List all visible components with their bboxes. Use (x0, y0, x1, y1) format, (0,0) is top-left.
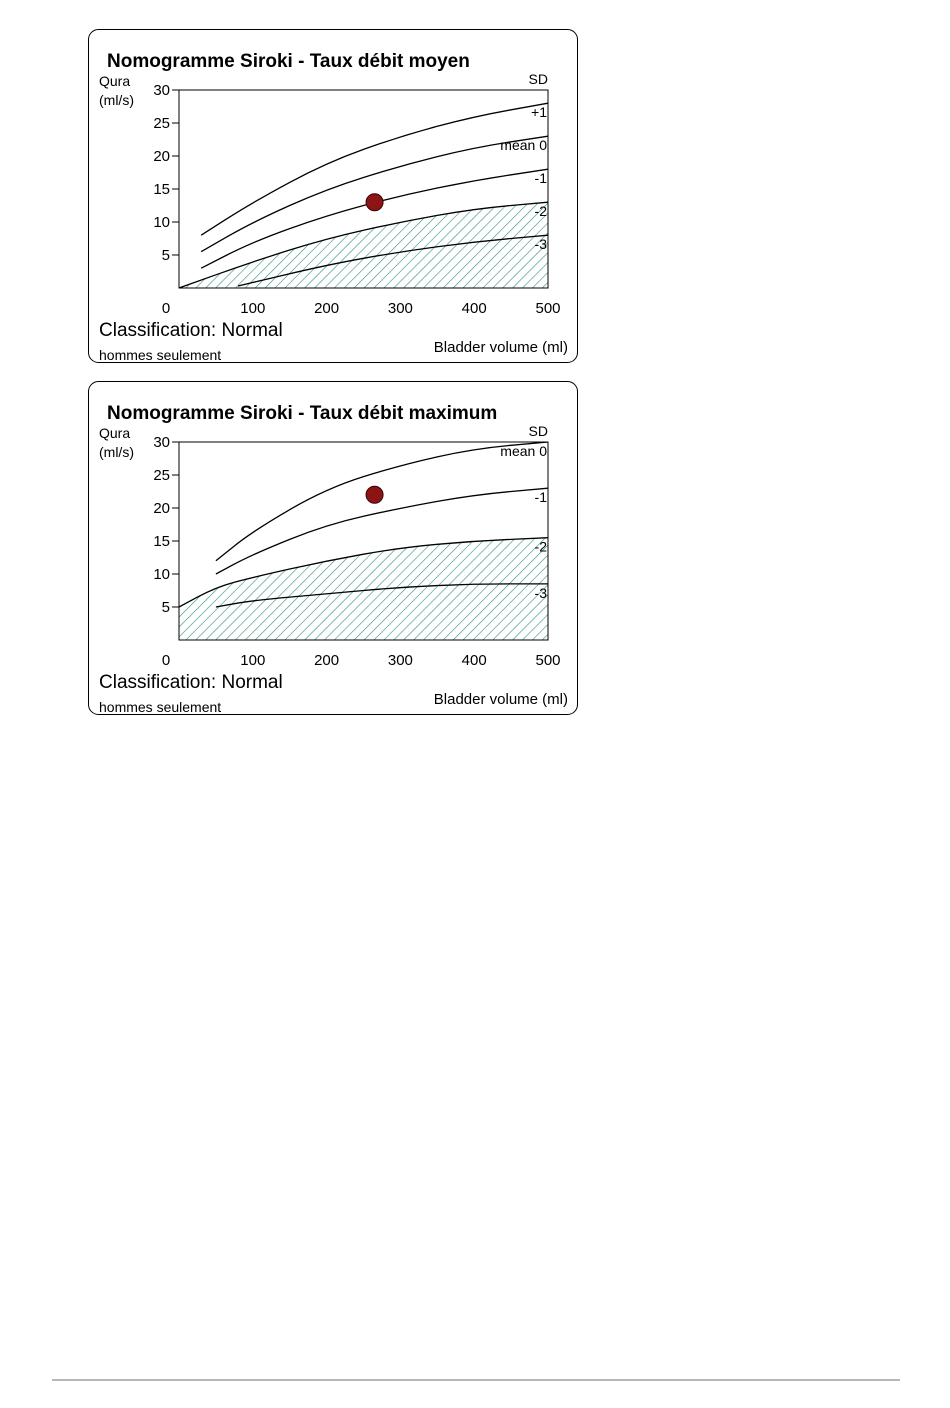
x-tick-label: 400 (462, 300, 487, 317)
series-label-plus1: +1 (531, 104, 547, 120)
y-tick-label: 5 (162, 599, 170, 616)
series-line-plus1 (200, 102, 548, 236)
legend-title: SD (529, 71, 548, 87)
y-axis-label: Qura (99, 73, 130, 89)
series-line-minus2 (179, 201, 548, 288)
series-label-minus2: -2 (535, 539, 548, 555)
data-point (365, 193, 384, 212)
x-axis-label: Bladder volume (ml) (434, 339, 568, 356)
chart-max-flow: Nomogramme Siroki - Taux débit maximumQu… (88, 381, 578, 715)
y-tick-label: 20 (153, 500, 170, 517)
series-label-minus1: -1 (535, 170, 548, 186)
classification-text: Classification: Normal (99, 672, 283, 693)
series-label-minus2: -2 (535, 203, 548, 219)
series-line-mean-0 (215, 442, 548, 562)
series-line-minus1 (215, 487, 548, 575)
footnote-text: hommes seulement (99, 699, 221, 715)
y-tick-label: 25 (153, 115, 170, 132)
footnote-text: hommes seulement (99, 347, 221, 363)
y-axis-unit-label: (ml/s) (99, 92, 134, 108)
shaded-region (179, 202, 548, 288)
footer-divider (52, 1379, 900, 1381)
x-tick-label: 300 (388, 652, 413, 669)
y-tick-label: 10 (153, 566, 170, 583)
chart-mean-flow: Nomogramme Siroki - Taux débit moyenQura… (88, 29, 578, 363)
legend-title: SD (529, 423, 548, 439)
series-label-mean-0: mean 0 (500, 443, 547, 459)
y-axis-unit-label: (ml/s) (99, 444, 134, 460)
classification-text: Classification: Normal (99, 320, 283, 341)
series-line-minus1 (200, 168, 548, 269)
x-axis-label: Bladder volume (ml) (434, 691, 568, 708)
series-label-mean-0: mean 0 (500, 137, 547, 153)
x-tick-label: 400 (462, 652, 487, 669)
shaded-region (179, 537, 548, 640)
chart-title: Nomogramme Siroki - Taux débit maximum (107, 403, 497, 424)
x-tick-label: 300 (388, 300, 413, 317)
y-tick-label: 15 (153, 181, 170, 198)
chart-title: Nomogramme Siroki - Taux débit moyen (107, 51, 470, 72)
y-tick-label: 30 (153, 434, 170, 451)
x-tick-label: 500 (535, 652, 560, 669)
series-label-minus3: -3 (535, 236, 548, 252)
x-tick-label: 500 (535, 300, 560, 317)
series-line-minus3 (215, 583, 548, 608)
x-tick-label: 0 (162, 300, 170, 317)
data-point (365, 485, 384, 504)
x-tick-label: 200 (314, 300, 339, 317)
x-tick-label: 200 (314, 652, 339, 669)
y-tick-label: 25 (153, 467, 170, 484)
chart-panel-max-flow: Nomogramme Siroki - Taux débit maximum Qu… (88, 381, 578, 715)
y-tick-label: 30 (153, 82, 170, 99)
y-tick-label: 10 (153, 214, 170, 231)
y-tick-label: 5 (162, 247, 170, 264)
series-label-minus3: -3 (535, 585, 548, 601)
series-line-mean-0 (200, 135, 548, 253)
x-tick-label: 0 (162, 652, 170, 669)
chart-panel-mean-flow: Nomogramme Siroki - Taux débit moyen Qura… (88, 29, 578, 363)
series-label-minus1: -1 (535, 489, 548, 505)
x-tick-label: 100 (240, 300, 265, 317)
y-axis-label: Qura (99, 425, 130, 441)
series-line-minus2 (179, 537, 548, 608)
series-line-minus3 (237, 234, 548, 287)
y-tick-label: 15 (153, 533, 170, 550)
x-tick-label: 100 (240, 652, 265, 669)
y-tick-label: 20 (153, 148, 170, 165)
